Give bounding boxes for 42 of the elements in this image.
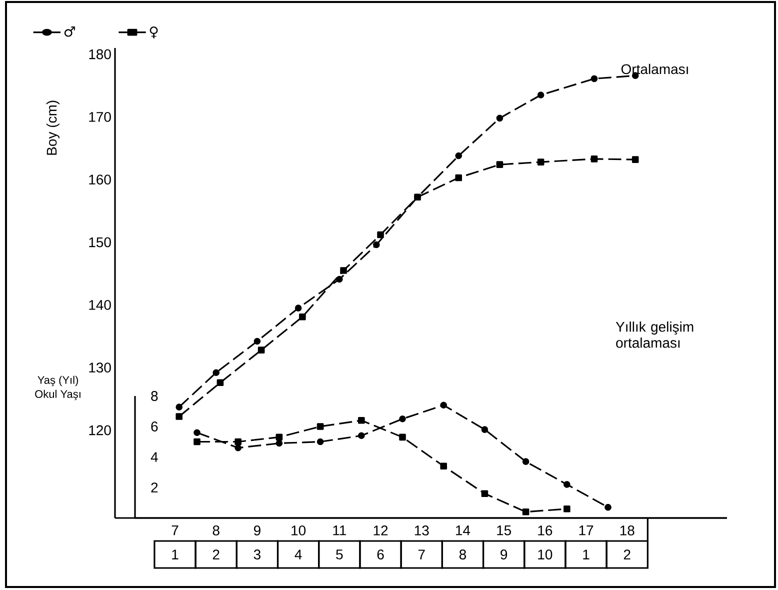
text: 7 bbox=[418, 550, 425, 560]
y-tick-label: 120 bbox=[89, 425, 111, 436]
y-tick-label: 4 bbox=[150, 452, 158, 462]
text: Okul Yaşı bbox=[35, 390, 80, 400]
y-tick-label: 180 bbox=[89, 49, 111, 60]
text: 10 bbox=[538, 550, 552, 560]
x-tick-label: 15 bbox=[497, 526, 512, 536]
text: 1 bbox=[172, 550, 178, 560]
text: 2 bbox=[624, 550, 630, 560]
x-tick-label: 7 bbox=[172, 526, 178, 536]
text: 1 bbox=[583, 550, 590, 560]
legend-label: ♀ bbox=[150, 26, 158, 38]
x-tick-label: 14 bbox=[456, 526, 470, 536]
text: 5 bbox=[336, 550, 343, 560]
y-tick-label: 2 bbox=[151, 482, 158, 492]
text: 6 bbox=[377, 550, 384, 560]
y-tick-label: 150 bbox=[89, 237, 111, 248]
x-tick-label: 9 bbox=[254, 526, 260, 536]
x-tick-label: 13 bbox=[414, 526, 429, 536]
y-tick-label: 6 bbox=[151, 422, 158, 432]
y-tick-label: 8 bbox=[151, 391, 158, 401]
x-tick-label: 17 bbox=[579, 526, 594, 536]
annotation: Ortalaması bbox=[621, 64, 688, 74]
y-tick-label: 130 bbox=[89, 362, 111, 373]
text: 2 bbox=[212, 550, 220, 560]
y-tick-label: 170 bbox=[89, 112, 111, 122]
y-tick-label: 140 bbox=[89, 300, 111, 310]
legend-label: ♂ bbox=[64, 26, 75, 37]
text: 8 bbox=[459, 550, 466, 560]
x-tick-label: 8 bbox=[212, 526, 220, 536]
y-axis-title: Boy (cm) bbox=[46, 100, 60, 155]
text: 3 bbox=[254, 550, 260, 560]
x-tick-label: 11 bbox=[333, 526, 346, 536]
annotation: Yıllık gelişim ortalaması bbox=[616, 322, 694, 348]
x-tick-label: 12 bbox=[374, 526, 388, 536]
text: 9 bbox=[500, 550, 508, 560]
x-axis-title: Yaş (Yıl) bbox=[38, 376, 78, 386]
x-tick-label: 10 bbox=[292, 526, 306, 536]
y-tick-label: 160 bbox=[89, 174, 111, 185]
x-tick-label: 18 bbox=[620, 526, 634, 536]
x-tick-label: 16 bbox=[538, 526, 552, 536]
text: 4 bbox=[294, 550, 302, 560]
